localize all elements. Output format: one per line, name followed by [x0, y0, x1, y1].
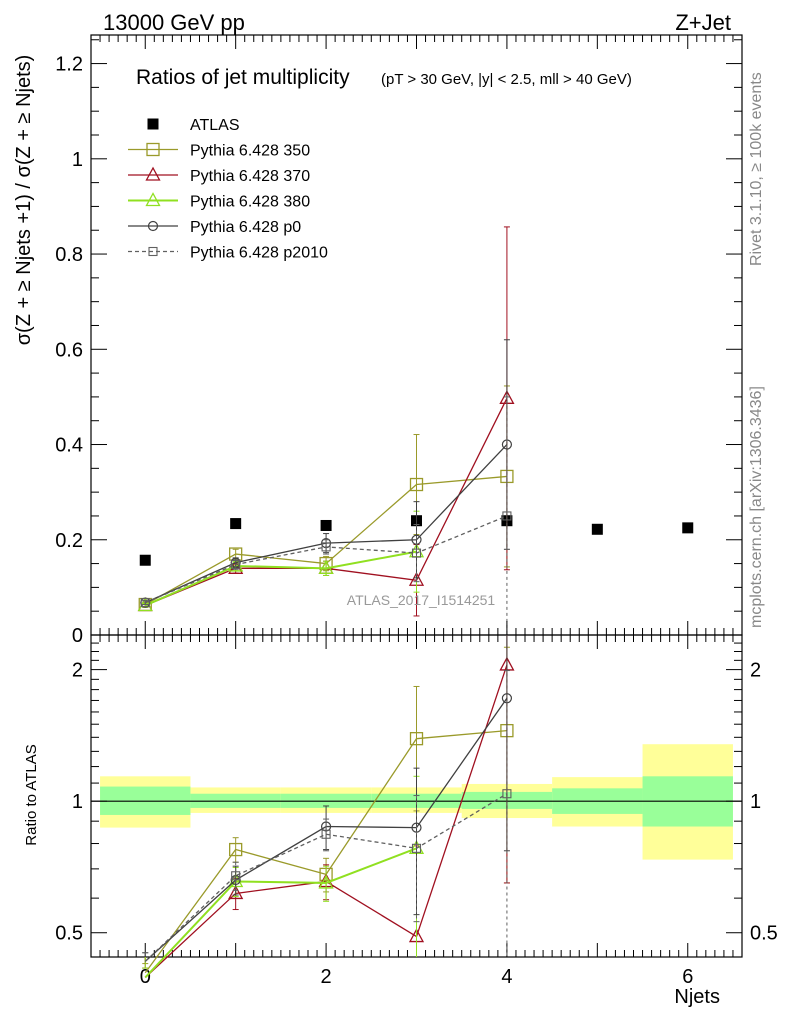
- data-point: [229, 842, 243, 857]
- ratio-y-axis-label: Ratio to ATLAS: [23, 744, 40, 845]
- y-tick-label-right: 2: [750, 660, 761, 682]
- y-tick-label: 1: [72, 791, 83, 813]
- data-point: [320, 519, 332, 531]
- data-point: [321, 829, 331, 839]
- data-point: [591, 523, 603, 535]
- chart-title-cuts: (pT > 30 GeV, |y| < 2.5, mll > 40 GeV): [381, 71, 632, 88]
- legend-marker: [148, 246, 158, 257]
- energy-label: 13000 GeV pp: [103, 10, 245, 35]
- y-tick-label: 0.2: [55, 530, 83, 552]
- series-line: [144, 550, 417, 607]
- data-point: [140, 598, 150, 608]
- series-pythia-6-428-p2010: [140, 396, 512, 635]
- data-point: [231, 559, 241, 570]
- x-tick-label: 2: [321, 966, 332, 988]
- y-tick-label: 0: [72, 625, 83, 647]
- y-tick-label: 0.8: [55, 244, 83, 266]
- y-tick-label: 1: [72, 149, 83, 171]
- series-line: [144, 793, 508, 962]
- legend-label: Pythia 6.428 p0: [190, 219, 301, 236]
- legend-label: ATLAS: [190, 117, 240, 134]
- legend-label: Pythia 6.428 380: [190, 194, 310, 211]
- data-point: [409, 732, 424, 746]
- rivet-label: Rivet 3.1.10, ≥ 100k events: [748, 72, 765, 266]
- legend-marker: [147, 220, 159, 232]
- data-point: [409, 477, 424, 492]
- y-tick-label: 2: [72, 660, 83, 682]
- y-tick-label: 1.2: [55, 54, 83, 76]
- data-point: [411, 843, 422, 853]
- y-tick-label-right: 0.5: [750, 923, 778, 945]
- data-point: [230, 518, 242, 530]
- y-tick-label: 0.4: [55, 435, 83, 457]
- x-tick-label: 4: [501, 966, 512, 988]
- data-point: [318, 559, 334, 574]
- data-point: [682, 522, 694, 534]
- legend-item: ATLAS: [147, 117, 240, 134]
- legend-item: Pythia 6.428 p2010: [128, 245, 328, 262]
- ratio-plot-area: 0 2 4 6 0.5 0.5 1 1 2 2: [55, 621, 778, 988]
- x-axis-label: Njets: [674, 986, 720, 1008]
- process-label: Z+Jet: [675, 10, 731, 35]
- legend-item: Pythia 6.428 350: [128, 143, 310, 160]
- ratio-series-layer: [142, 635, 515, 979]
- legend-marker: [146, 142, 160, 157]
- y-tick-label: 0.6: [55, 339, 83, 361]
- legend-label: Pythia 6.428 p2010: [190, 245, 328, 262]
- legend-label: Pythia 6.428 370: [190, 168, 310, 185]
- y-tick-label-right: 1: [750, 791, 761, 813]
- x-tick-label: 6: [682, 966, 693, 988]
- data-point: [137, 597, 153, 612]
- data-point: [411, 548, 422, 558]
- data-point: [318, 874, 334, 889]
- series-line: [144, 729, 507, 974]
- legend-marker: [145, 166, 161, 181]
- legend-label: Pythia 6.428 350: [190, 143, 310, 160]
- mcplots-label: mcplots.cern.ch [arXiv:1306.3436]: [748, 386, 765, 628]
- legend-item: Pythia 6.428 380: [128, 192, 310, 211]
- main-y-axis-label: σ(Z + ≥ Njets +1) / σ(Z + ≥ Njets): [13, 55, 35, 346]
- series-line: [144, 847, 417, 979]
- legend-marker: [147, 118, 159, 130]
- legend-marker: [145, 192, 161, 207]
- legend-item: Pythia 6.428 370: [128, 166, 310, 185]
- chart-title: Ratios of jet multiplicity: [136, 66, 350, 89]
- data-point: [502, 511, 512, 521]
- data-point: [228, 885, 244, 900]
- legend-item: Pythia 6.428 p0: [128, 219, 301, 236]
- series-pythia-6-428-p2010: [142, 670, 512, 962]
- data-point: [321, 542, 331, 552]
- y-tick-label: 0.5: [55, 923, 83, 945]
- data-point: [228, 557, 244, 572]
- main-series-layer: [137, 226, 694, 635]
- data-point: [502, 789, 512, 799]
- data-point: [231, 871, 241, 881]
- analysis-watermark: ATLAS_2017_I1514251: [347, 592, 496, 608]
- legend: ATLAS Pythia 6.428 350 Pythia 6.428 370 Pyt…: [128, 117, 328, 262]
- data-point: [139, 554, 151, 566]
